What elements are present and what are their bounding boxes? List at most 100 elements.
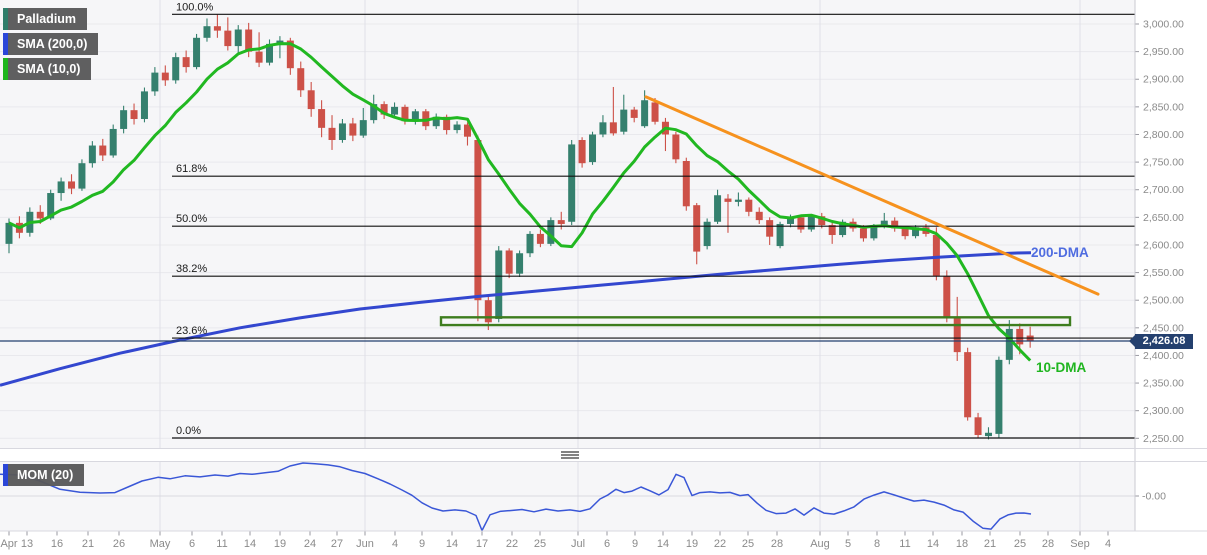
date-axis-label: 11 — [216, 538, 227, 550]
date-axis-label: 6 — [604, 538, 610, 550]
candle-body — [370, 104, 378, 121]
candle-body — [140, 91, 148, 120]
candle-body — [1005, 328, 1013, 360]
candle-body — [359, 120, 367, 136]
legend-chip-instrument[interactable]: Palladium — [3, 8, 88, 30]
annotation-10-dma[interactable]: 10-DMA — [1036, 360, 1087, 375]
candle-body — [109, 128, 117, 156]
candle-body — [318, 109, 326, 128]
candle-body — [516, 253, 524, 274]
price-axis-label: 2,750.00 — [1143, 157, 1184, 169]
candle-body — [807, 216, 815, 230]
annotation-200-dma[interactable]: 200-DMA — [1031, 245, 1089, 260]
date-axis-label: 22 — [506, 538, 518, 550]
candle-body — [349, 123, 357, 136]
price-axis-label: 2,500.00 — [1143, 295, 1184, 307]
legend-chip-sma200[interactable]: SMA (200,0) — [3, 33, 99, 55]
candle-body — [391, 106, 399, 115]
date-axis-label: 17 — [476, 538, 488, 550]
date-axis-label: 5 — [845, 538, 851, 550]
candle-body — [380, 104, 388, 115]
candle-body — [974, 417, 982, 435]
date-axis-label: 27 — [331, 538, 343, 550]
fib-level-label: 38.2% — [176, 263, 207, 275]
fib-retracement[interactable]: 100.0% 61.8% 50.0% 38.2% 23.6% 0.0% — [172, 1, 1135, 439]
candle-body — [5, 222, 13, 244]
candle-body — [828, 225, 836, 236]
candle-body — [193, 37, 201, 68]
date-axis-label: 14 — [244, 538, 256, 550]
instrument-label: Palladium — [17, 12, 77, 26]
support-zone-rectangle[interactable] — [439, 316, 1072, 327]
panel-divider-grip[interactable] — [561, 451, 579, 459]
candle-body — [724, 198, 732, 202]
candle-body — [130, 110, 138, 120]
main-plot-area[interactable] — [0, 0, 1135, 448]
candle-body — [36, 211, 44, 219]
candle-body — [88, 145, 96, 164]
descending-trendline[interactable] — [644, 95, 1100, 296]
date-axis-label: 21 — [82, 538, 94, 550]
candle-body — [443, 116, 451, 131]
date-axis-label: 9 — [632, 538, 638, 550]
date-axis-label: 22 — [714, 538, 726, 550]
candle-body — [120, 110, 128, 129]
date-axis-label: 4 — [1105, 538, 1111, 550]
candle-body — [307, 90, 315, 110]
date-axis-label: 19 — [274, 538, 286, 550]
panel-borders — [0, 0, 1207, 532]
date-axis-label: 13 — [21, 538, 33, 550]
date-axis-label: 26 — [113, 538, 125, 550]
date-axis-label: 14 — [446, 538, 458, 550]
legend-chip-sma10[interactable]: SMA (10,0) — [3, 58, 92, 80]
candle-body — [964, 352, 972, 418]
candle-body — [620, 109, 628, 132]
candle-body — [641, 100, 649, 127]
date-axis-label: 25 — [534, 538, 546, 550]
candle-body — [422, 111, 430, 127]
date-axis-label: Jul — [571, 538, 585, 550]
candle-body — [68, 181, 76, 189]
candle-body — [651, 102, 659, 122]
candle-body — [589, 134, 597, 163]
candle-body — [755, 211, 763, 221]
candle-body — [47, 193, 55, 219]
momentum-line[interactable] — [0, 462, 1032, 532]
candle-body — [693, 205, 701, 252]
date-axis-label: 14 — [657, 538, 669, 550]
candle-body — [682, 160, 690, 207]
candle-body — [734, 199, 742, 202]
current-price-tag: 2,426.08 — [1129, 333, 1193, 349]
date-axis-label: 11 — [899, 538, 910, 550]
date-axis-label: 14 — [927, 538, 939, 550]
candle-body — [714, 195, 722, 222]
price-axis-label: 3,000.00 — [1143, 19, 1184, 31]
date-axis-label: Jun — [356, 538, 374, 550]
candle-body — [297, 68, 305, 91]
candle-body — [401, 106, 409, 122]
date-axis-label: 21 — [984, 538, 996, 550]
legend-chip-momentum[interactable]: MOM (20) — [3, 464, 85, 486]
candle-body — [338, 123, 346, 141]
candle-body — [526, 233, 534, 254]
candle-body — [839, 221, 847, 236]
price-axis-label: 2,650.00 — [1143, 212, 1184, 224]
candle-body — [859, 228, 867, 239]
date-axis-label: 8 — [874, 538, 880, 550]
candle-body — [745, 199, 753, 212]
date-axis-label: 25 — [742, 538, 754, 550]
candle-body — [599, 122, 607, 135]
fib-level-label: 61.8% — [176, 163, 207, 175]
candle-body — [984, 432, 992, 437]
price-axis-label: 2,800.00 — [1143, 129, 1184, 141]
price-axis-label: 2,400.00 — [1143, 350, 1184, 362]
fib-level-label: 23.6% — [176, 325, 207, 337]
candle-body — [234, 29, 242, 47]
fib-level-label: 50.0% — [176, 213, 207, 225]
fib-level-label: 0.0% — [176, 425, 201, 437]
candle-body — [776, 223, 784, 247]
candle-body — [672, 134, 680, 160]
price-axis-label: 2,900.00 — [1143, 74, 1184, 86]
candle-body — [901, 228, 909, 237]
